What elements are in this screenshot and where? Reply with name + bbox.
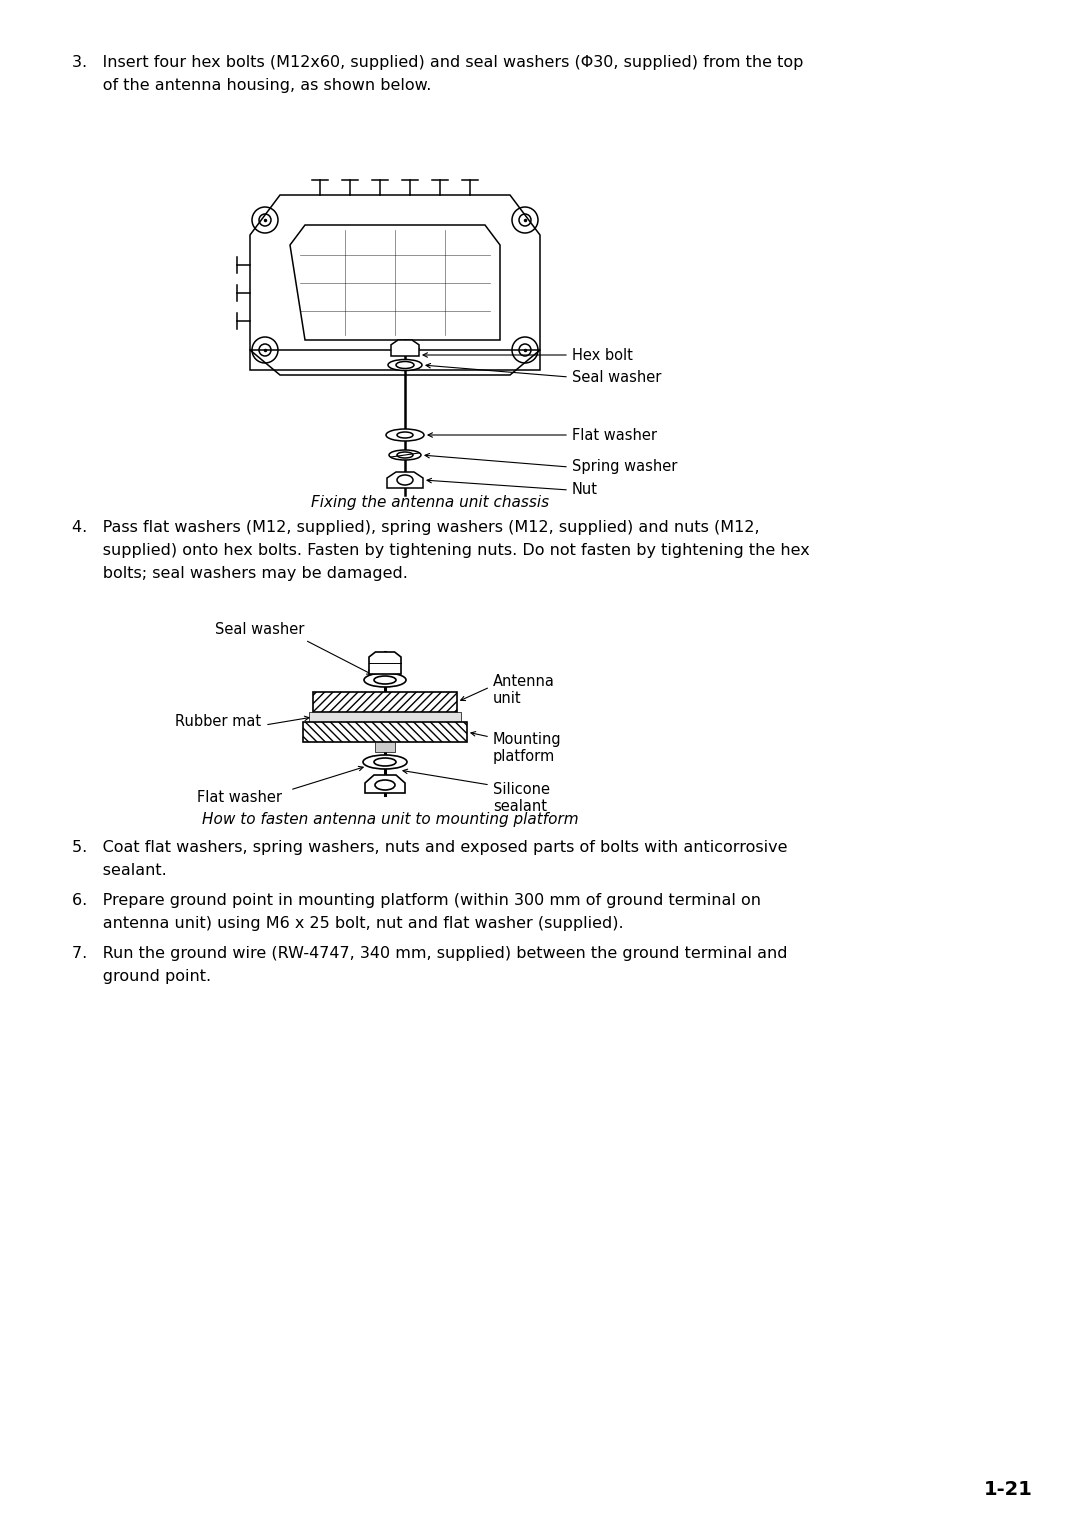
Polygon shape: [365, 775, 405, 793]
Text: Silicone
sealant: Silicone sealant: [492, 782, 550, 814]
Ellipse shape: [374, 758, 396, 766]
Text: sealant.: sealant.: [72, 863, 166, 879]
Text: Mounting
platform: Mounting platform: [492, 732, 562, 764]
Ellipse shape: [388, 359, 422, 370]
Ellipse shape: [386, 429, 424, 442]
Polygon shape: [391, 341, 419, 356]
Ellipse shape: [397, 452, 413, 458]
Bar: [313, 692, 457, 712]
Bar: [375, 743, 395, 752]
Bar: [303, 723, 467, 743]
Ellipse shape: [397, 432, 413, 439]
Text: 5.   Coat flat washers, spring washers, nuts and exposed parts of bolts with ant: 5. Coat flat washers, spring washers, nu…: [72, 840, 787, 856]
Text: Antenna
unit: Antenna unit: [492, 674, 555, 706]
Text: of the antenna housing, as shown below.: of the antenna housing, as shown below.: [72, 78, 431, 93]
Ellipse shape: [396, 362, 414, 368]
Bar: [309, 712, 461, 723]
Text: Spring washer: Spring washer: [572, 460, 677, 475]
Polygon shape: [387, 472, 423, 487]
Text: 4.   Pass flat washers (M12, supplied), spring washers (M12, supplied) and nuts : 4. Pass flat washers (M12, supplied), sp…: [72, 520, 759, 535]
Text: Nut: Nut: [572, 483, 598, 498]
Polygon shape: [369, 652, 401, 674]
Text: 6.   Prepare ground point in mounting platform (within 300 mm of ground terminal: 6. Prepare ground point in mounting plat…: [72, 892, 761, 908]
Text: 1-21: 1-21: [984, 1481, 1032, 1499]
Ellipse shape: [375, 779, 395, 790]
Ellipse shape: [389, 451, 421, 460]
Text: How to fasten antenna unit to mounting platform: How to fasten antenna unit to mounting p…: [202, 811, 578, 827]
Ellipse shape: [397, 475, 413, 484]
Text: Rubber mat: Rubber mat: [175, 715, 261, 729]
Text: ground point.: ground point.: [72, 969, 211, 984]
Text: bolts; seal washers may be damaged.: bolts; seal washers may be damaged.: [72, 565, 408, 581]
Text: Hex bolt: Hex bolt: [572, 347, 633, 362]
Text: Seal washer: Seal washer: [215, 622, 305, 637]
Text: Flat washer: Flat washer: [197, 790, 282, 805]
Ellipse shape: [374, 675, 396, 685]
Ellipse shape: [363, 755, 407, 769]
Text: supplied) onto hex bolts. Fasten by tightening nuts. Do not fasten by tightening: supplied) onto hex bolts. Fasten by tigh…: [72, 542, 810, 558]
Ellipse shape: [364, 672, 406, 688]
Text: Fixing the antenna unit chassis: Fixing the antenna unit chassis: [311, 495, 549, 510]
Text: antenna unit) using M6 x 25 bolt, nut and flat washer (supplied).: antenna unit) using M6 x 25 bolt, nut an…: [72, 915, 623, 931]
Text: 3.   Insert four hex bolts (M12x60, supplied) and seal washers (Φ30, supplied) f: 3. Insert four hex bolts (M12x60, suppli…: [72, 55, 804, 70]
Text: Seal washer: Seal washer: [572, 370, 661, 385]
Text: 7.   Run the ground wire (RW-4747, 340 mm, supplied) between the ground terminal: 7. Run the ground wire (RW-4747, 340 mm,…: [72, 946, 787, 961]
Text: Flat washer: Flat washer: [572, 428, 657, 443]
